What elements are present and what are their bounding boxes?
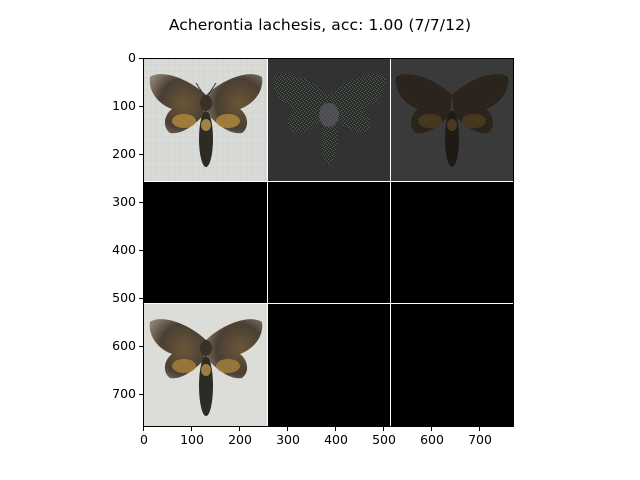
grid-separator-v2 — [390, 59, 391, 426]
tile-moth-reconstruction — [144, 304, 267, 426]
tile-saliency-noise — [268, 59, 390, 181]
moth-image — [144, 59, 267, 181]
grid-separator-v1 — [267, 59, 268, 426]
x-tick-label: 600 — [420, 432, 444, 447]
x-tick-label: 0 — [140, 432, 148, 447]
y-tick-label: 700 — [112, 386, 136, 401]
overlay-image — [391, 59, 513, 181]
x-tick-label: 200 — [228, 432, 252, 447]
x-tick-label: 300 — [276, 432, 300, 447]
saliency-map — [268, 59, 390, 181]
image-grid-axes — [143, 58, 514, 427]
x-tick-label: 700 — [468, 432, 492, 447]
y-tick-label: 300 — [112, 194, 136, 209]
y-tick-label: 200 — [112, 146, 136, 161]
tile-dark-overlay — [391, 59, 513, 181]
y-tick-label: 600 — [112, 338, 136, 353]
moth-image — [144, 304, 267, 426]
x-tick-label: 100 — [180, 432, 204, 447]
x-tick-label: 500 — [372, 432, 396, 447]
grid-separator-h1 — [144, 181, 513, 182]
y-tick-label: 100 — [112, 98, 136, 113]
x-tick-label: 400 — [324, 432, 348, 447]
tile-moth-original — [144, 59, 267, 181]
grid-separator-h2 — [144, 303, 513, 304]
y-tick-label: 500 — [112, 290, 136, 305]
figure-title: Acherontia lachesis, acc: 1.00 (7/7/12) — [168, 16, 472, 34]
y-tick-label: 400 — [112, 242, 136, 257]
y-tick-label: 0 — [128, 50, 136, 65]
